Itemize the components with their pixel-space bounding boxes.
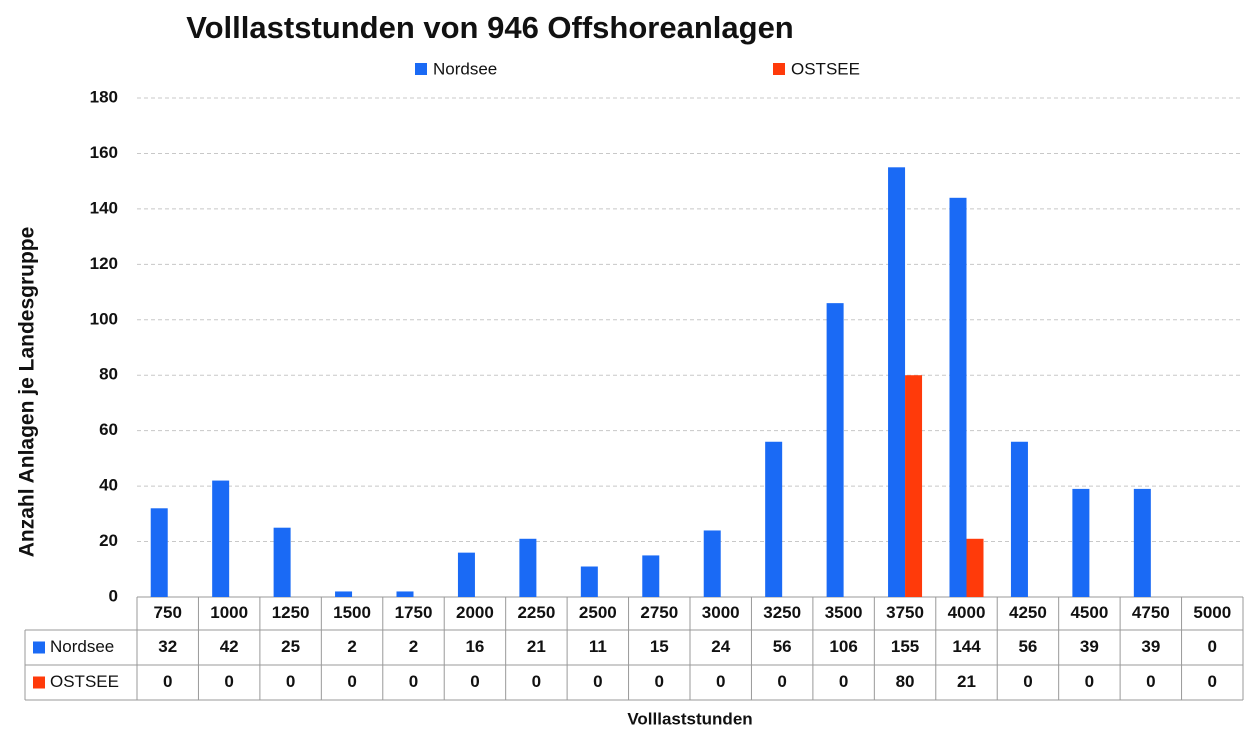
bar <box>949 197 967 598</box>
table-value: 0 <box>409 672 418 691</box>
table-legend-swatch <box>33 676 45 689</box>
chart-title: Volllaststunden von 946 Offshoreanlagen <box>186 10 794 45</box>
table-value: 0 <box>1085 672 1094 691</box>
table-value: 144 <box>952 637 981 656</box>
x-tick-label: 2750 <box>640 603 678 622</box>
table-value: 0 <box>470 672 479 691</box>
x-tick-label: 2000 <box>456 603 494 622</box>
bar <box>905 375 923 597</box>
x-tick-label: 1750 <box>395 603 433 622</box>
bar <box>519 538 537 597</box>
table-value: 21 <box>527 637 546 656</box>
table-value: 155 <box>891 637 919 656</box>
y-tick-label: 40 <box>99 476 118 495</box>
bar <box>826 303 844 597</box>
table-series-label: Nordsee <box>50 637 114 656</box>
x-tick-label: 4250 <box>1009 603 1047 622</box>
bar <box>1010 441 1028 597</box>
bar <box>335 591 353 597</box>
x-tick-label: 1000 <box>210 603 248 622</box>
table-legend-swatch <box>33 641 45 654</box>
x-tick-label: 750 <box>154 603 182 622</box>
table-value: 21 <box>957 672 976 691</box>
table-value: 0 <box>1208 672 1217 691</box>
x-tick-label: 2500 <box>579 603 617 622</box>
table-value: 0 <box>1208 637 1217 656</box>
table-value: 0 <box>716 672 725 691</box>
bar <box>888 167 906 598</box>
table-value: 39 <box>1080 637 1099 656</box>
y-tick-label: 60 <box>99 420 118 439</box>
x-tick-label: 3750 <box>886 603 924 622</box>
bar <box>396 591 414 597</box>
y-tick-label: 160 <box>90 143 118 162</box>
bar <box>150 508 168 597</box>
table-value: 24 <box>711 637 730 656</box>
table-value: 15 <box>650 637 669 656</box>
x-tick-label: 3250 <box>763 603 801 622</box>
table-value: 11 <box>589 637 607 656</box>
legend-swatch <box>773 63 785 75</box>
table-value: 0 <box>1023 672 1032 691</box>
y-tick-label: 0 <box>109 586 118 605</box>
x-tick-label: 1500 <box>333 603 371 622</box>
table-value: 39 <box>1141 637 1160 656</box>
x-axis-title: Volllaststunden <box>627 709 752 728</box>
table-value: 0 <box>1146 672 1155 691</box>
bar <box>457 552 475 597</box>
bar <box>966 538 984 597</box>
table-value: 2 <box>347 637 356 656</box>
x-tick-label: 4500 <box>1070 603 1108 622</box>
bar <box>1133 488 1151 597</box>
table-series-label: OSTSEE <box>50 672 119 691</box>
y-tick-label: 140 <box>90 198 118 217</box>
table-value: 42 <box>220 637 239 656</box>
table-value: 0 <box>655 672 664 691</box>
y-tick-label: 80 <box>99 365 118 384</box>
table-value: 25 <box>281 637 300 656</box>
y-tick-label: 120 <box>90 254 118 273</box>
x-tick-label: 3000 <box>702 603 740 622</box>
bar <box>642 555 660 597</box>
bar <box>765 441 783 597</box>
legend-label: OSTSEE <box>791 59 860 78</box>
table-value: 56 <box>773 637 792 656</box>
x-tick-label: 5000 <box>1193 603 1231 622</box>
table-value: 0 <box>286 672 295 691</box>
table-value: 2 <box>409 637 418 656</box>
table-value: 80 <box>896 672 915 691</box>
bar <box>273 527 291 597</box>
x-tick-label: 2250 <box>517 603 555 622</box>
legend-label: Nordsee <box>433 59 497 78</box>
bar <box>1072 488 1090 597</box>
legend-swatch <box>415 63 427 75</box>
x-tick-label: 3500 <box>825 603 863 622</box>
bar <box>212 480 230 597</box>
bar <box>580 566 598 597</box>
table-value: 0 <box>839 672 848 691</box>
x-tick-label: 4750 <box>1132 603 1170 622</box>
table-value: 106 <box>829 637 857 656</box>
table-value: 16 <box>465 637 484 656</box>
x-tick-label: 4000 <box>948 603 986 622</box>
x-tick-label: 1250 <box>272 603 310 622</box>
table-value: 0 <box>777 672 786 691</box>
table-value: 0 <box>224 672 233 691</box>
table-value: 0 <box>593 672 602 691</box>
y-tick-label: 100 <box>90 309 118 328</box>
table-value: 32 <box>158 637 177 656</box>
table-value: 56 <box>1018 637 1037 656</box>
table-value: 0 <box>532 672 541 691</box>
y-tick-label: 180 <box>90 87 118 106</box>
table-value: 0 <box>347 672 356 691</box>
table-value: 0 <box>163 672 172 691</box>
bar <box>703 530 721 597</box>
y-tick-label: 20 <box>99 531 118 550</box>
y-axis-title: Anzahl Anlagen je Landesgruppe <box>16 227 39 558</box>
